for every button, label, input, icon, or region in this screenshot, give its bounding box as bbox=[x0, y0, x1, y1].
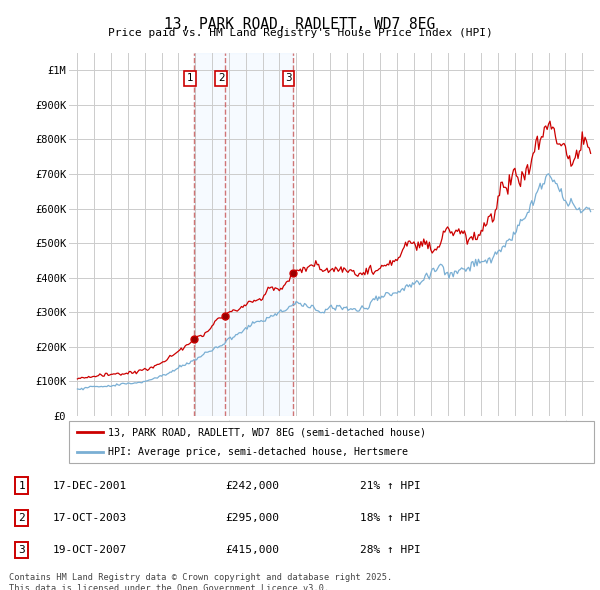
Text: 2: 2 bbox=[19, 513, 25, 523]
Text: 3: 3 bbox=[19, 545, 25, 555]
Bar bbox=[194, 53, 293, 416]
Text: 21% ↑ HPI: 21% ↑ HPI bbox=[360, 481, 421, 491]
Text: £242,000: £242,000 bbox=[226, 481, 280, 491]
Text: 17-OCT-2003: 17-OCT-2003 bbox=[53, 513, 127, 523]
Text: £415,000: £415,000 bbox=[226, 545, 280, 555]
Text: £295,000: £295,000 bbox=[226, 513, 280, 523]
Text: 1: 1 bbox=[19, 481, 25, 491]
Text: 18% ↑ HPI: 18% ↑ HPI bbox=[360, 513, 421, 523]
Text: 3: 3 bbox=[285, 74, 292, 84]
Text: 13, PARK ROAD, RADLETT, WD7 8EG (semi-detached house): 13, PARK ROAD, RADLETT, WD7 8EG (semi-de… bbox=[109, 428, 427, 438]
Text: Contains HM Land Registry data © Crown copyright and database right 2025.
This d: Contains HM Land Registry data © Crown c… bbox=[9, 573, 392, 590]
Text: 19-OCT-2007: 19-OCT-2007 bbox=[53, 545, 127, 555]
Text: 1: 1 bbox=[187, 74, 194, 84]
Text: 13, PARK ROAD, RADLETT, WD7 8EG: 13, PARK ROAD, RADLETT, WD7 8EG bbox=[164, 17, 436, 31]
Text: 17-DEC-2001: 17-DEC-2001 bbox=[53, 481, 127, 491]
Text: Price paid vs. HM Land Registry's House Price Index (HPI): Price paid vs. HM Land Registry's House … bbox=[107, 28, 493, 38]
Text: HPI: Average price, semi-detached house, Hertsmere: HPI: Average price, semi-detached house,… bbox=[109, 447, 409, 457]
Text: 28% ↑ HPI: 28% ↑ HPI bbox=[360, 545, 421, 555]
FancyBboxPatch shape bbox=[69, 421, 594, 463]
Text: 2: 2 bbox=[218, 74, 224, 84]
